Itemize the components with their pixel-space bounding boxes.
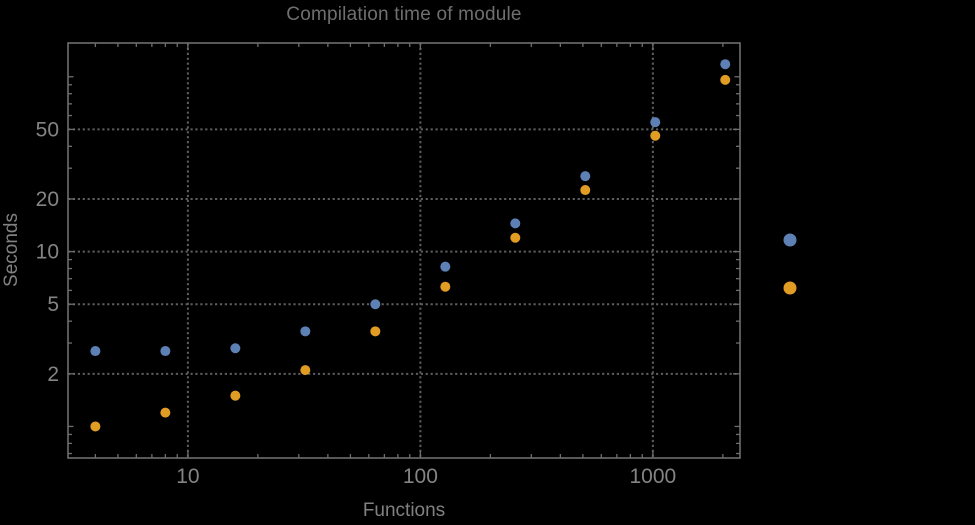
data-point-blue-x8 [160, 346, 171, 357]
data-point-orange-x8 [160, 407, 171, 418]
data-point-orange-x1024 [650, 130, 661, 141]
data-point-orange-x64 [370, 326, 381, 337]
chart-title: Compilation time of module [286, 4, 522, 25]
y-tick-label-5: 5 [47, 293, 59, 316]
data-point-blue-x32 [300, 326, 311, 337]
x-axis-label: Functions [362, 500, 446, 521]
data-point-blue-x64 [370, 299, 381, 310]
y-tick-label-2: 2 [47, 363, 59, 386]
data-point-blue-x16 [230, 343, 241, 354]
data-point-blue-x128 [440, 261, 451, 272]
data-point-orange-x512 [580, 185, 591, 196]
data-point-blue-x4 [90, 346, 101, 357]
plot-frame [67, 42, 741, 459]
x-tick-label-1000: 1000 [630, 465, 677, 488]
data-point-blue-x2048 [720, 59, 731, 70]
y-tick-label-10: 10 [36, 241, 59, 264]
y-axis-label: Seconds [1, 213, 22, 287]
y-tick-label-50: 50 [36, 118, 59, 141]
data-point-orange-x2048 [720, 74, 731, 85]
data-point-blue-x256 [510, 218, 521, 229]
legend-marker-orange [783, 281, 797, 295]
legend-marker-blue [783, 233, 797, 247]
data-point-orange-x16 [230, 390, 241, 401]
x-tick-label-100: 100 [403, 465, 438, 488]
data-point-orange-x256 [510, 232, 521, 243]
x-tick-label-10: 10 [176, 465, 199, 488]
data-point-orange-x4 [90, 421, 101, 432]
data-point-orange-x128 [440, 281, 451, 292]
y-tick-label-20: 20 [36, 188, 59, 211]
data-point-orange-x32 [300, 365, 311, 376]
data-point-blue-x512 [580, 171, 591, 182]
data-point-blue-x1024 [650, 117, 661, 128]
